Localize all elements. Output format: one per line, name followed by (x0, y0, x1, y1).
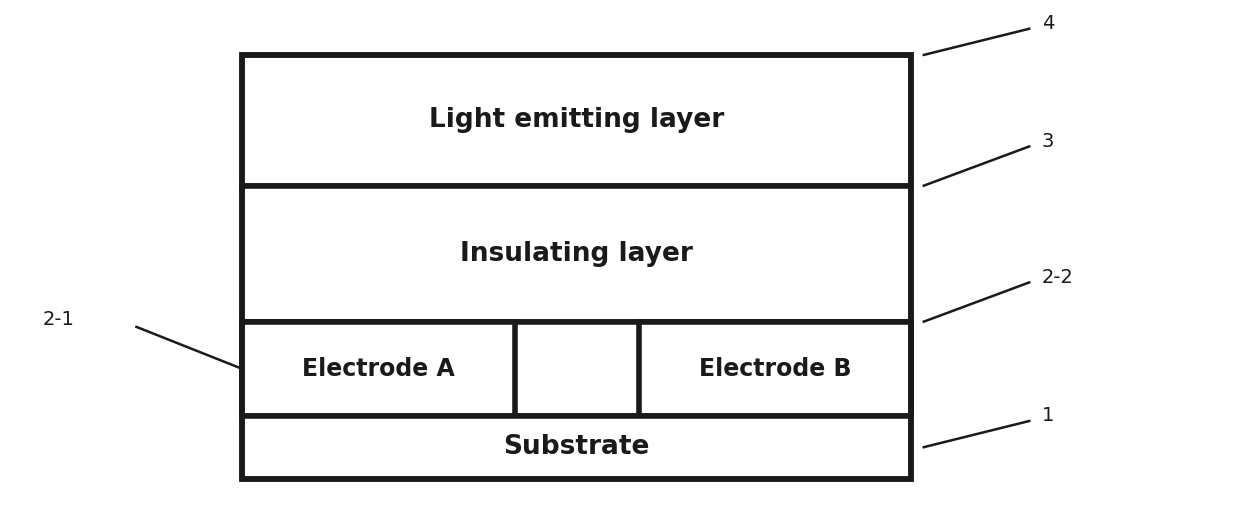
Bar (242, 416, 911, 479)
Text: Light emitting layer: Light emitting layer (429, 107, 724, 133)
Bar (639, 322, 911, 416)
Text: 4: 4 (1042, 14, 1054, 33)
Bar (242, 55, 911, 186)
Text: 1: 1 (1042, 406, 1054, 425)
Text: Substrate: Substrate (503, 434, 650, 460)
Bar (242, 322, 911, 416)
Bar (242, 55, 911, 479)
Text: Electrode A: Electrode A (301, 357, 455, 381)
Text: 3: 3 (1042, 132, 1054, 151)
Text: Insulating layer: Insulating layer (460, 241, 693, 267)
Bar (242, 322, 515, 416)
Text: Electrode B: Electrode B (699, 357, 851, 381)
Text: 2-1: 2-1 (42, 310, 74, 328)
Bar (242, 186, 911, 322)
Text: 2-2: 2-2 (1042, 268, 1074, 287)
